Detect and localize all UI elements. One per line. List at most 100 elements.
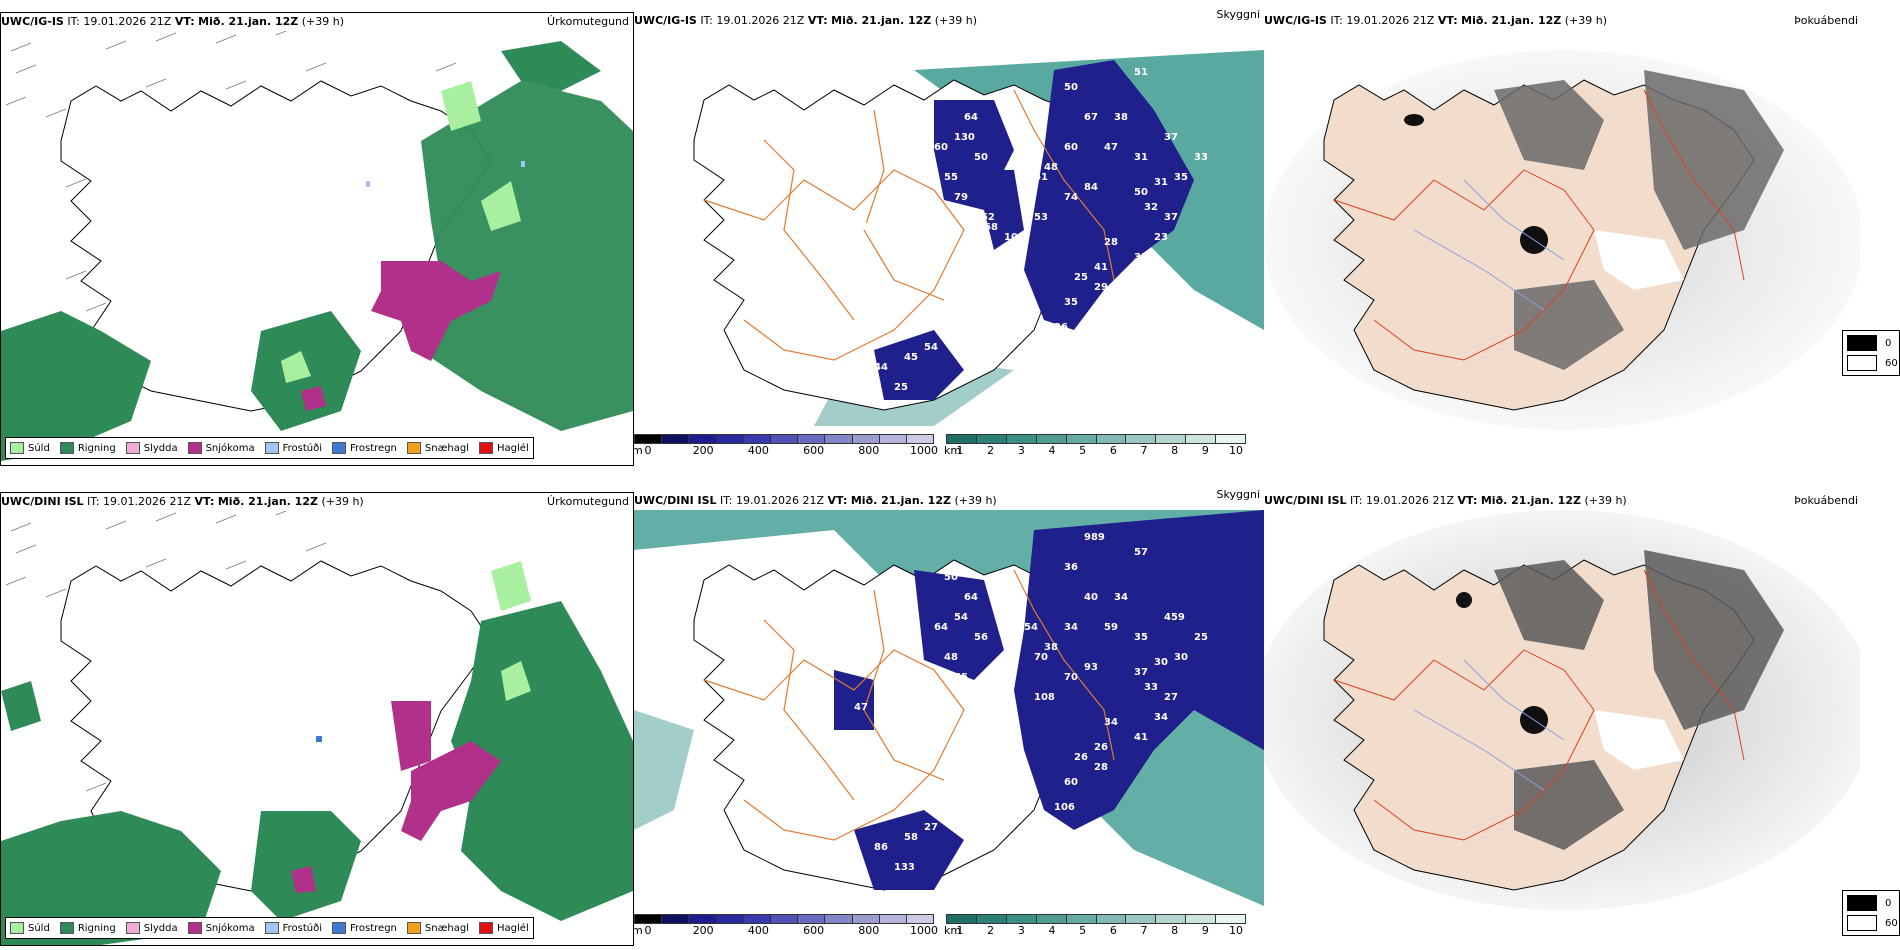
- precip-type-legend: Súld Rigning Slydda Snjókoma Frostúði Fr…: [5, 917, 534, 939]
- ceiling-value-label: 67: [1084, 112, 1098, 123]
- ceiling-value-label: 104: [964, 782, 985, 793]
- ceiling-tick: 800: [858, 924, 880, 937]
- model-name: UWC/IG-IS: [634, 14, 697, 27]
- ceiling-value-label: 64: [964, 592, 978, 603]
- ceiling-value-label: 28: [1104, 237, 1118, 248]
- ceiling-tick: 600: [803, 924, 825, 937]
- panel-header: UWC/DINI ISL IT: 19.01.2026 21Z VT: Mið.…: [1264, 492, 1900, 510]
- ceiling-value-label: 37: [1134, 667, 1148, 678]
- visibility-tick: 5: [1079, 924, 1087, 937]
- ceiling-value-label: 130: [954, 132, 975, 143]
- visibility-tick: 3: [1017, 924, 1025, 937]
- visibility-ceiling-map: 989 57 36 40 34 34 59 35 459 25 30 30 37 33 27 34 34 41 26…: [634, 510, 1264, 906]
- visibility-tick: 6: [1109, 924, 1117, 937]
- visibility-tick: 10: [1229, 924, 1243, 937]
- vt-value: Mið. 21.jan. 12Z: [850, 494, 951, 507]
- panel-row2-mist: UWC/DINI ISL IT: 19.01.2026 21Z VT: Mið.…: [1264, 492, 1900, 946]
- ceiling-value-label: 989: [1084, 532, 1105, 543]
- ceiling-tick: 800: [858, 444, 880, 457]
- ceiling-value-label: 70: [1064, 672, 1078, 683]
- ceiling-value-label: 93: [1084, 662, 1098, 673]
- vt-value: Mið. 21.jan. 12Z: [1480, 494, 1581, 507]
- vt-value: Mið. 21.jan. 12Z: [198, 15, 299, 28]
- lead-time: (+39 h): [321, 495, 364, 508]
- precip-type-map: [1, 31, 633, 465]
- ceiling-value-label: 80: [1084, 52, 1098, 63]
- vt-value: Mið. 21.jan. 12Z: [217, 495, 318, 508]
- ceiling-value-label: 35: [1064, 297, 1078, 308]
- ceiling-value-label: 56: [974, 632, 988, 643]
- ceiling-value-label: 34: [1114, 592, 1128, 603]
- ceiling-tick: 200: [692, 924, 714, 937]
- ceiling-value-label: 48: [1044, 162, 1058, 173]
- panel-title: Úrkomutegund: [547, 15, 629, 28]
- ceiling-tick: 200: [692, 444, 714, 457]
- ceiling-value-label: 69: [874, 212, 888, 223]
- mist-legend: 0 60: [1842, 890, 1900, 936]
- ceiling-value-label: 41: [1094, 262, 1108, 273]
- mountain-value-labels: 80 51 50 67 38 60 47 31 37 33 35 31 50 32 37 23 28 35 41 25…: [854, 52, 1208, 393]
- visibility-tick: 4: [1048, 444, 1056, 457]
- it-value: 19.01.2026 21Z: [1366, 494, 1455, 507]
- ceiling-value-label: 59: [1104, 622, 1118, 633]
- ceiling-tick: 600: [803, 444, 825, 457]
- visibility-tick: 8: [1171, 444, 1179, 457]
- ceiling-value-label: 79: [954, 192, 968, 203]
- ceiling-value-label: 27: [924, 822, 938, 833]
- it-label: IT:: [1350, 494, 1363, 507]
- vt-value: Mið. 21.jan. 12Z: [1461, 14, 1562, 27]
- panel-header: UWC/DINI ISL IT: 19.01.2026 21Z VT: Mið.…: [1, 493, 633, 511]
- panel-header: UWC/IG-IS IT: 19.01.2026 21Z VT: Mið. 21…: [1, 13, 633, 31]
- ceiling-value-label: 48: [944, 652, 958, 663]
- ceiling-value-label: 109: [1004, 232, 1025, 243]
- ceiling-value-label: 34: [1154, 712, 1168, 723]
- it-value: 19.01.2026 21Z: [103, 495, 192, 508]
- ceiling-value-label: 38: [1044, 642, 1058, 653]
- ceiling-value-label: 652: [974, 212, 995, 223]
- ceiling-value-label: 54: [954, 612, 968, 623]
- ceiling-value-label: 31: [1154, 177, 1168, 188]
- panel-row2-precip-type: UWC/DINI ISL IT: 19.01.2026 21Z VT: Mið.…: [0, 492, 634, 946]
- legend-item: Snæhagl: [406, 922, 469, 934]
- vt-label: VT:: [194, 495, 215, 508]
- visibility-tick: 2: [987, 924, 995, 937]
- it-label: IT:: [700, 14, 713, 27]
- ceiling-value-label: 23: [1154, 232, 1168, 243]
- ceiling-value-label: 33: [1194, 152, 1208, 163]
- legend-item: Haglél: [479, 442, 529, 454]
- ceiling-colorbar: 0 200 400 600 800 1000 m: [632, 434, 938, 458]
- ceiling-value-label: 67: [854, 222, 868, 233]
- ceiling-value-label: 60: [934, 142, 948, 153]
- ceiling-value-label: 34: [1064, 622, 1078, 633]
- ceiling-value-label: 35: [1134, 632, 1148, 643]
- ceiling-value-label: 34: [1104, 717, 1118, 728]
- model-name: UWC/IG-IS: [1264, 14, 1327, 27]
- ceiling-value-label: 26: [1094, 742, 1108, 753]
- ceiling-tick: 0: [644, 444, 652, 457]
- visibility-tick: 9: [1201, 444, 1209, 457]
- visibility-tick: 1: [956, 924, 964, 937]
- panel-header: UWC/IG-IS IT: 19.01.2026 21Z VT: Mið. 21…: [1264, 12, 1900, 30]
- lead-time: (+39 h): [1564, 14, 1608, 27]
- legend-item: Slydda: [125, 922, 178, 934]
- legend-item: Haglél: [479, 922, 529, 934]
- ceiling-value-label: 36: [1064, 562, 1078, 573]
- legend-item: Frostregn: [332, 922, 397, 934]
- legend-item: Rigning: [59, 442, 116, 454]
- ceiling-value-label: 28: [1094, 762, 1108, 773]
- ceiling-value-label: 86: [874, 842, 888, 853]
- panel-title: Úrkomutegund: [547, 495, 629, 508]
- it-value: 19.01.2026 21Z: [83, 15, 172, 28]
- ceiling-value-label: 48: [974, 692, 988, 703]
- lead-time: (+39 h): [301, 15, 345, 28]
- visibility-colorbar: 1 2 3 4 5 6 7 8 9 10 km: [944, 914, 1246, 938]
- ceiling-value-label: 64: [964, 112, 978, 123]
- ceiling-tick: 1000: [910, 924, 938, 937]
- ceiling-value-label: 51: [1134, 67, 1148, 78]
- ceiling-value-label: 50: [874, 692, 888, 703]
- model-name: UWC/DINI ISL: [634, 494, 717, 507]
- ceiling-value-label: 31: [1134, 152, 1148, 163]
- legend-item: Frostúði: [264, 922, 322, 934]
- visibility-tick: 4: [1048, 924, 1056, 937]
- ceiling-value-label: 36: [1054, 322, 1068, 333]
